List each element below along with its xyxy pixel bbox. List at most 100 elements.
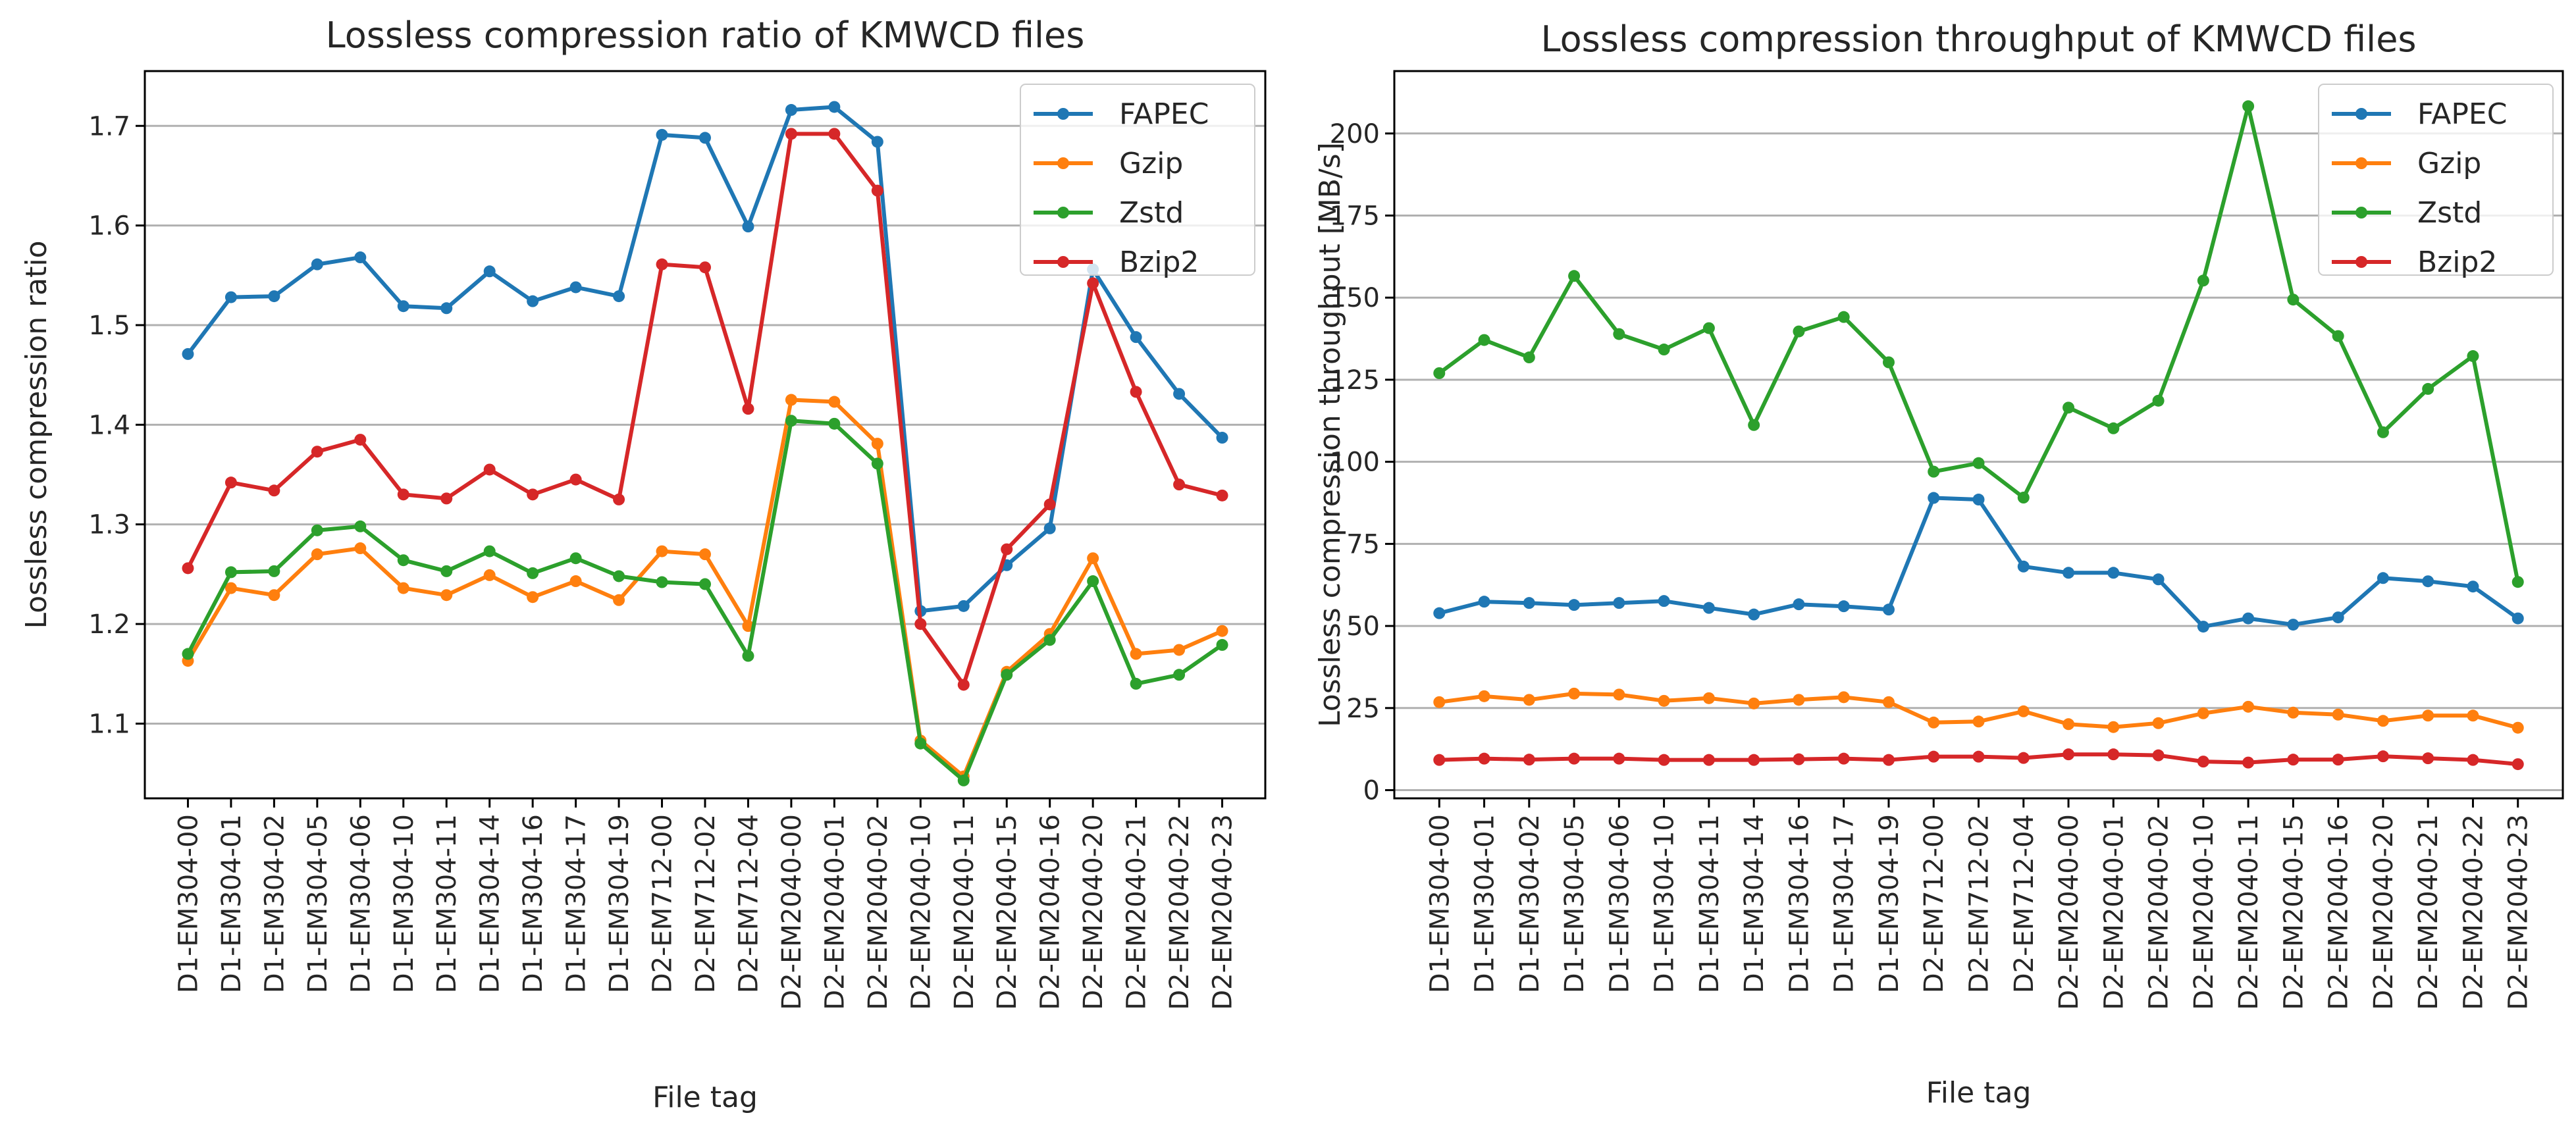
data-point-bzip2: [1216, 489, 1228, 502]
legend-label-bzip2: Bzip2: [2417, 245, 2497, 279]
data-point-zstd: [1173, 669, 1186, 681]
data-point-bzip2: [1173, 478, 1186, 491]
x-tick-label: D1-EM304-11: [432, 814, 462, 993]
y-tick-label: 75: [1346, 529, 1380, 559]
data-point-gzip: [569, 575, 582, 588]
data-point-zstd: [2242, 100, 2255, 113]
legend-marker-fapec: [1057, 108, 1069, 120]
x-tick-label: D2-EM2040-01: [2099, 814, 2129, 1010]
data-point-zstd: [1523, 351, 1535, 364]
data-point-gzip: [1173, 644, 1186, 656]
x-axis-label: File tag: [652, 1081, 758, 1114]
data-point-fapec: [1043, 522, 1056, 534]
data-point-zstd: [656, 576, 668, 588]
x-tick-label: D2-EM2040-11: [949, 814, 980, 1010]
data-point-bzip2: [1613, 752, 1625, 765]
data-point-zstd: [1613, 328, 1625, 340]
legend-marker-zstd: [1057, 207, 1069, 219]
data-point-zstd: [268, 565, 280, 577]
x-tick-label: D1-EM304-02: [259, 814, 290, 993]
chart-1: 1.1 1.2 1.3 1.4 1.5 1.6 1.7 D1-EM304-00 D1-EM304…: [20, 14, 1267, 1114]
data-point-fapec: [871, 136, 883, 148]
x-tick-label: D2-EM2040-22: [1165, 814, 1195, 1010]
legend-marker-bzip2: [1057, 256, 1069, 268]
data-point-bzip2: [182, 562, 194, 575]
data-point-zstd: [1568, 270, 1581, 282]
data-point-zstd: [1216, 638, 1228, 651]
data-point-fapec: [2017, 560, 2030, 573]
x-tick-label: D2-EM712-00: [648, 814, 678, 993]
data-point-fapec: [785, 104, 797, 116]
data-point-bzip2: [2422, 752, 2434, 765]
legend-marker-gzip: [2355, 157, 2367, 169]
data-point-gzip: [1702, 692, 1715, 704]
x-tick-label: D1-EM304-05: [303, 814, 333, 993]
chart-2: 0 25 50 75 100 125 150 175 200 D1-EM304-00 D1-EM30…: [1313, 18, 2564, 1110]
data-point-zstd: [2377, 426, 2389, 438]
legend-label-fapec: FAPEC: [1119, 97, 1209, 131]
data-point-zstd: [1043, 634, 1056, 646]
data-point-gzip: [1087, 552, 1099, 565]
data-point-bzip2: [1972, 750, 1985, 763]
data-point-bzip2: [354, 434, 367, 446]
data-point-fapec: [2332, 611, 2344, 624]
data-point-gzip: [1130, 648, 1142, 660]
data-point-fapec: [957, 600, 970, 612]
data-point-zstd: [914, 737, 927, 750]
data-point-gzip: [1928, 716, 1940, 729]
legend-label-fapec: FAPEC: [2417, 97, 2507, 131]
data-point-zstd: [1087, 575, 1099, 588]
x-tick-label: D1-EM304-00: [173, 814, 203, 993]
x-tick-label: D2-EM2040-16: [2324, 814, 2354, 1010]
data-point-gzip: [2063, 718, 2075, 731]
chart-title: Lossless compression throughput of KMWCD…: [1540, 18, 2416, 60]
x-tick-label: D2-EM712-04: [733, 814, 764, 993]
x-tick-label: D2-EM712-04: [2009, 814, 2039, 993]
data-point-fapec: [1216, 432, 1228, 444]
data-point-bzip2: [914, 618, 927, 631]
x-tick-label: D2-EM2040-23: [1208, 814, 1238, 1010]
data-point-fapec: [828, 101, 841, 113]
data-point-gzip: [1882, 696, 1895, 708]
y-tick-label: 1.2: [88, 609, 130, 640]
data-point-zstd: [742, 650, 754, 662]
data-point-bzip2: [2152, 749, 2165, 761]
data-point-fapec: [1837, 600, 1850, 613]
data-point-bzip2: [1130, 386, 1142, 398]
data-point-fapec: [2467, 580, 2479, 593]
data-point-zstd: [224, 566, 237, 579]
x-tick-label: D2-EM2040-23: [2504, 814, 2534, 1010]
data-point-bzip2: [957, 679, 970, 691]
data-point-zstd: [2017, 492, 2030, 504]
data-point-gzip: [1748, 697, 1760, 709]
data-point-zstd: [1972, 457, 1985, 469]
legend-marker-bzip2: [2355, 256, 2367, 268]
x-tick-label: D2-EM2040-01: [820, 814, 850, 1010]
data-point-gzip: [2511, 721, 2524, 734]
x-tick-label: D1-EM304-10: [389, 814, 419, 993]
data-point-fapec: [2152, 573, 2165, 586]
legend-label-bzip2: Bzip2: [1119, 245, 1199, 279]
data-point-gzip: [311, 548, 323, 561]
data-point-zstd: [2511, 576, 2524, 588]
data-point-gzip: [1793, 694, 1805, 706]
data-point-gzip: [1478, 690, 1490, 702]
data-point-zstd: [2152, 394, 2165, 407]
data-point-bzip2: [656, 258, 668, 271]
data-point-fapec: [1523, 597, 1535, 609]
data-point-fapec: [2242, 612, 2255, 625]
x-tick-label: D2-EM2040-00: [2054, 814, 2084, 1010]
data-point-gzip: [440, 589, 453, 602]
data-point-gzip: [2107, 721, 2120, 733]
x-axis-label: File tag: [1926, 1076, 2032, 1110]
x-tick-label: D1-EM304-02: [1515, 814, 1545, 993]
legend-label-zstd: Zstd: [1119, 196, 1184, 230]
x-tick-label: D2-EM2040-21: [2413, 814, 2444, 1010]
legend-marker-zstd: [2355, 207, 2367, 219]
data-point-bzip2: [1568, 752, 1581, 765]
data-point-fapec: [527, 295, 539, 307]
plot-frame: [144, 70, 1267, 800]
y-tick-label: 200: [1330, 119, 1380, 149]
data-point-gzip: [656, 545, 668, 557]
data-point-zstd: [527, 567, 539, 579]
